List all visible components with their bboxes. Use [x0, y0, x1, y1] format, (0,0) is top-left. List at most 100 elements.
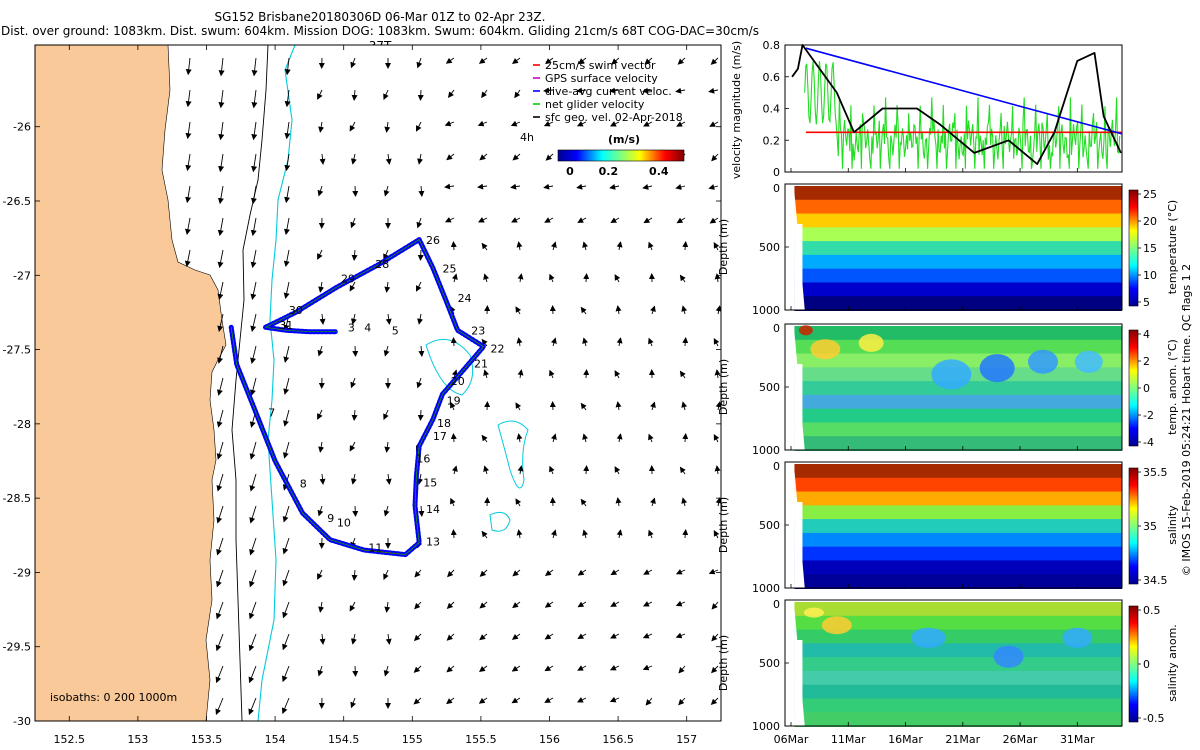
velocity-arrow: [511, 665, 521, 672]
velocity-arrow: [549, 369, 555, 379]
velocity-arrow: [543, 183, 554, 190]
velocity-arrow: [248, 633, 257, 652]
velocity-black-series: [791, 44, 1122, 165]
section-band: [794, 296, 1122, 311]
velocity-arrow: [350, 377, 357, 389]
isobath-200m: [231, 45, 269, 721]
track-day-label: 5: [392, 325, 399, 338]
time-tick-label: 16Mar: [888, 733, 923, 746]
velocity-arrow: [543, 87, 554, 94]
velocity-arrow: [615, 497, 622, 507]
velocity-arrow: [185, 89, 192, 108]
section-band: [794, 394, 1122, 410]
velocity-arrow: [383, 569, 389, 581]
velocity-arrow: [682, 241, 689, 251]
velocity-arrow: [444, 216, 455, 223]
velocity-arrow: [578, 57, 587, 65]
time-tick-label: 21Mar: [945, 733, 980, 746]
lat-tick-label: -26.5: [3, 195, 31, 208]
velocity-arrow: [248, 665, 257, 684]
velocity-arrow: [248, 697, 257, 716]
velocity-arrow: [616, 529, 623, 539]
velocity-arrow: [614, 370, 621, 379]
colorbar-tick-label: -2: [1143, 409, 1154, 422]
section-colorbar: [1128, 329, 1139, 447]
velocity-arrow: [451, 273, 458, 283]
velocity-arrow: [317, 665, 324, 677]
velocity-ytick-label: 0.2: [763, 134, 781, 147]
velocity-arrow: [444, 183, 455, 190]
velocity-arrow: [481, 89, 488, 99]
velocity-arrow: [352, 505, 359, 517]
seamount-contour: [497, 420, 529, 489]
track-day-label: 24: [458, 292, 472, 305]
velocity-arrow: [384, 601, 391, 613]
section-shallow-mask: [794, 502, 803, 588]
velocity-arrow: [217, 249, 224, 269]
track-net-velocity: [230, 239, 485, 555]
time-scale-label: 4h: [520, 131, 534, 144]
velocity-arrow: [675, 600, 686, 607]
lat-tick-label: -28.5: [3, 492, 31, 505]
velocity-arrow: [217, 313, 224, 332]
velocity-arrow: [413, 633, 422, 642]
velocity-arrow: [511, 217, 521, 223]
depth-ylabel: Depth (m): [717, 635, 730, 691]
section-colorbar: [1128, 605, 1139, 723]
velocity-arrow: [350, 633, 357, 645]
velocity-arrow: [350, 153, 357, 165]
velocity-arrow: [517, 465, 524, 475]
colorbar-tick-label: 0.5: [1143, 604, 1161, 617]
velocity-arrow: [481, 242, 488, 251]
velocity-arrow: [417, 313, 423, 325]
track-day-label: 10: [337, 516, 351, 529]
velocity-arrow: [545, 569, 554, 577]
velocity-arrow: [319, 473, 326, 485]
velocity-arrow: [185, 185, 192, 204]
velocity-arrow: [413, 665, 422, 673]
velocity-arrow: [350, 473, 357, 485]
velocity-arrow: [549, 273, 555, 283]
depth-tick-label: 1000: [752, 720, 780, 733]
velocity-arrow: [515, 498, 522, 507]
velocity-arrow: [544, 665, 554, 672]
velocity-arrow: [609, 183, 620, 190]
velocity-ytick-label: 0: [773, 166, 780, 179]
velocity-arrow: [715, 401, 721, 411]
lat-tick-label: -29.5: [3, 641, 31, 654]
velocity-arrow: [681, 401, 688, 411]
velocity-arrow: [417, 89, 424, 101]
velocity-arrow: [317, 505, 324, 517]
velocity-arrow: [318, 441, 325, 453]
velocity-arrow: [349, 441, 356, 452]
velocity-arrow: [614, 274, 621, 283]
section-band: [794, 422, 1122, 438]
velocity-arrow: [282, 441, 290, 459]
anomaly-patch: [910, 627, 946, 648]
lon-tick-label: 152.5: [54, 733, 86, 746]
velocity-arrow: [283, 345, 290, 363]
velocity-arrow: [250, 313, 257, 333]
velocity-arrow: [577, 633, 587, 639]
velocity-arrow: [616, 337, 623, 347]
section-band: [794, 698, 1122, 714]
anomaly-patch: [803, 607, 824, 618]
velocity-arrow: [511, 697, 521, 704]
velocity-arrow: [648, 337, 654, 347]
velocity-panel: 0 0.2 0.4 0.6 0.8 velocity magnitude (m/s): [730, 39, 1123, 179]
velocity-arrow: [350, 313, 357, 325]
legend-label: sfc geo. vel. 02-Apr-2018: [545, 111, 683, 124]
velocity-arrow: [352, 665, 359, 677]
velocity-arrow: [643, 601, 653, 607]
velocity-arrow: [682, 529, 689, 539]
track-day-label: 19: [447, 395, 461, 408]
velocity-arrow: [517, 369, 524, 379]
velocity-arrow: [446, 601, 455, 609]
velocity-arrow: [349, 281, 356, 292]
section-band: [794, 643, 1122, 659]
velocity-arrow: [516, 433, 523, 443]
velocity-arrow: [679, 274, 686, 283]
velocity-arrow: [282, 601, 290, 619]
velocity-arrow: [614, 466, 621, 475]
velocity-arrow: [216, 441, 224, 460]
